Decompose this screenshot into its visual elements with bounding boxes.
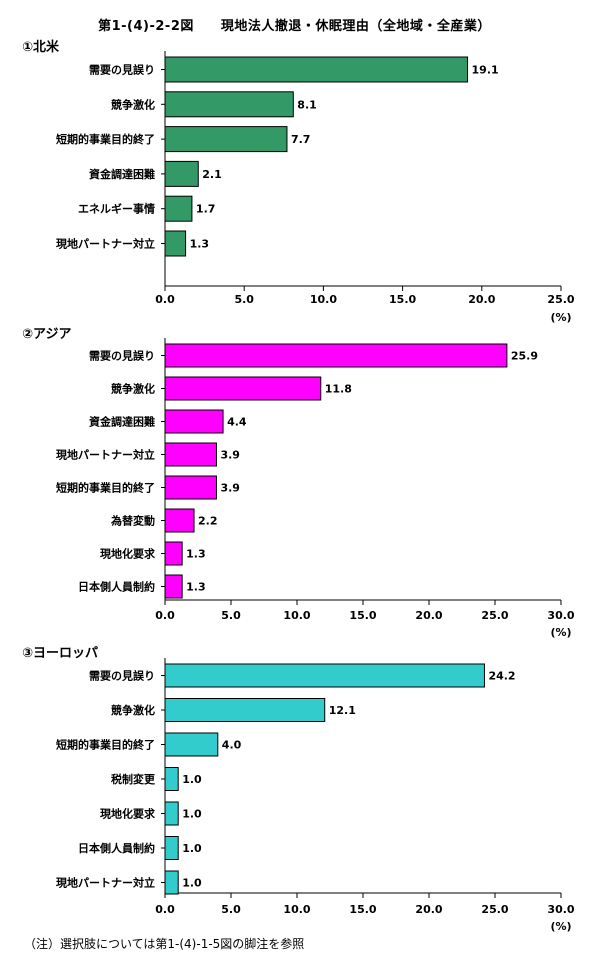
x-tick-label: 25.0	[481, 903, 508, 916]
value-label: 2.2	[198, 515, 218, 528]
x-tick-label: 25.0	[547, 293, 574, 306]
value-label: 4.0	[222, 739, 242, 752]
category-label: 需要の見誤り	[89, 63, 155, 77]
category-label: 為替変動	[111, 514, 155, 528]
value-label: 1.0	[182, 773, 202, 786]
category-label: 現地パートナー対立	[56, 448, 155, 462]
category-label: 税制変更	[111, 772, 156, 786]
x-tick-label: 5.0	[221, 609, 241, 622]
value-label: 1.7	[196, 203, 216, 216]
bar	[164, 663, 485, 688]
bar	[164, 195, 193, 222]
bar	[164, 126, 288, 153]
footnote: （注）選択肢については第1-(4)-1-5図の脚注を参照	[24, 937, 305, 951]
x-tick-label: 5.0	[234, 293, 254, 306]
value-label: 1.0	[182, 877, 202, 890]
x-axis-unit: (%)	[550, 626, 571, 639]
bar	[164, 475, 217, 500]
section-title-2: ②アジア	[22, 327, 72, 342]
bar	[164, 732, 219, 757]
category-label: 日本側人員制約	[78, 841, 155, 855]
value-label: 4.4	[227, 416, 247, 429]
value-label: 3.9	[220, 449, 240, 462]
value-label: 7.7	[291, 133, 311, 146]
category-label: 日本側人員制約	[78, 580, 155, 594]
category-label: 競争激化	[111, 703, 155, 717]
bar	[164, 230, 187, 257]
category-label: 現地パートナー対立	[56, 237, 155, 251]
x-axis-unit: (%)	[550, 311, 571, 324]
value-label: 11.8	[325, 383, 352, 396]
bar	[164, 56, 469, 83]
bar	[164, 574, 183, 599]
x-tick-label: 10.0	[283, 903, 310, 916]
x-tick-label: 20.0	[415, 609, 442, 622]
category-label: 需要の見誤り	[89, 349, 155, 363]
value-label: 2.1	[202, 168, 222, 181]
page-title: 第1-(4)-2-2図 現地法人撤退・休眠理由（全地域・全産業）	[98, 19, 491, 34]
x-tick-label: 10.0	[283, 609, 310, 622]
bar	[164, 376, 322, 401]
x-axis-unit: (%)	[550, 920, 571, 933]
category-label: 競争激化	[111, 97, 155, 111]
value-label: 1.3	[190, 238, 210, 251]
bar	[164, 409, 224, 434]
x-tick-label: 15.0	[349, 903, 376, 916]
bar	[164, 91, 294, 118]
x-tick-label: 20.0	[415, 903, 442, 916]
category-label: 短期的事業目的終了	[56, 481, 155, 495]
value-label: 24.2	[488, 670, 515, 683]
value-label: 1.3	[186, 581, 206, 594]
value-label: 3.9	[220, 482, 240, 495]
x-tick-label: 0.0	[155, 903, 175, 916]
bar	[164, 442, 217, 467]
value-label: 12.1	[329, 704, 356, 717]
category-label: 現地パートナー対立	[56, 876, 155, 890]
category-label: 現地化要求	[100, 807, 156, 821]
category-label: 資金調達困難	[89, 167, 155, 181]
x-tick-label: 0.0	[155, 293, 175, 306]
bar	[164, 836, 179, 860]
bar	[164, 870, 179, 895]
category-label: 資金調達困難	[89, 415, 155, 429]
x-tick-label: 15.0	[389, 293, 416, 306]
x-tick-label: 30.0	[547, 903, 574, 916]
value-label: 1.3	[186, 548, 206, 561]
x-tick-label: 30.0	[547, 609, 574, 622]
bar	[164, 698, 326, 722]
bar	[164, 767, 179, 791]
category-label: エネルギー事情	[78, 202, 155, 216]
section-title-3: ③ヨーロッパ	[22, 646, 98, 661]
value-label: 8.1	[297, 98, 317, 111]
bar	[164, 160, 199, 187]
value-label: 19.1	[472, 64, 499, 77]
value-label: 25.9	[511, 350, 538, 363]
bar	[164, 801, 179, 826]
value-label: 1.0	[182, 808, 202, 821]
x-tick-label: 25.0	[481, 609, 508, 622]
section-title-1: ①北米	[22, 39, 60, 55]
x-tick-label: 20.0	[468, 293, 495, 306]
value-label: 1.0	[182, 842, 202, 855]
x-tick-label: 0.0	[155, 609, 175, 622]
x-tick-label: 5.0	[221, 903, 241, 916]
category-label: 短期的事業目的終了	[56, 738, 155, 752]
bar	[164, 343, 508, 368]
category-label: 現地化要求	[100, 547, 156, 561]
category-label: 需要の見誤り	[89, 669, 155, 683]
x-tick-label: 15.0	[349, 609, 376, 622]
category-label: 短期的事業目的終了	[56, 132, 155, 146]
x-tick-label: 10.0	[310, 293, 337, 306]
bar	[164, 508, 195, 533]
bar	[164, 541, 183, 566]
category-label: 競争激化	[111, 382, 155, 396]
